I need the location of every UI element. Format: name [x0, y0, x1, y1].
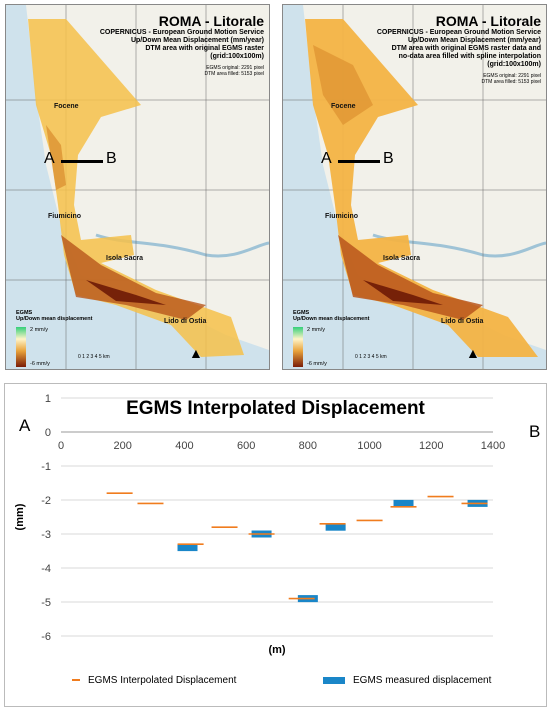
- map-graphic: [283, 5, 546, 369]
- y-tick-label: -4: [41, 563, 51, 575]
- y-tick-label: -5: [41, 597, 51, 609]
- x-tick-label: 1200: [419, 440, 443, 452]
- y-tick-label: -1: [41, 461, 51, 473]
- legend-interpolated-swatch: [72, 679, 80, 682]
- map-subtitle-4: no-data area filled with spline interpol…: [398, 53, 541, 60]
- north-arrow-icon: ▲: [189, 345, 203, 361]
- x-axis-label: (m): [268, 644, 285, 656]
- map-title: ROMA - Litorale: [435, 13, 541, 29]
- y-tick-label: -3: [41, 529, 51, 541]
- place-lido-di-ostia: Lido di Ostia: [164, 318, 207, 325]
- place-lido-di-ostia: Lido di Ostia: [441, 318, 484, 325]
- map-subtitle-5: (grid:100x100m): [487, 61, 541, 68]
- map-stat-original: EGMS original: 2291 pixel: [483, 73, 541, 79]
- map-subtitle-2: Up/Down Mean Displacement (mm/year): [130, 37, 264, 44]
- map-legend: EGMS Up/Down mean displacement 2 mm/y -6…: [293, 310, 370, 367]
- section-label-b: B: [383, 150, 394, 167]
- map-title: ROMA - Litorale: [158, 13, 264, 29]
- y-tick-label: -2: [41, 495, 51, 507]
- x-tick-label: 0: [58, 440, 64, 452]
- place-isola-sacra: Isola Sacra: [106, 255, 143, 262]
- legend-low: -6 mm/y: [30, 361, 50, 367]
- chart-end-b: B: [529, 422, 541, 441]
- legend-title: EGMS: [16, 310, 33, 316]
- x-tick-label: 400: [175, 440, 193, 452]
- section-label-b: B: [106, 150, 117, 167]
- y-axis-label: (mm): [14, 503, 26, 530]
- legend-low: -6 mm/y: [307, 361, 327, 367]
- map-title-block: ROMA - Litorale COPERNICUS - European Gr…: [100, 13, 264, 77]
- map-spline-interpolation: ROMA - Litorale COPERNICUS - European Gr…: [282, 4, 547, 370]
- measured-point: [325, 523, 346, 531]
- x-tick-label: 800: [299, 440, 317, 452]
- legend-color-bar: [293, 327, 303, 367]
- chart-title: EGMS Interpolated Displacement: [126, 398, 425, 419]
- x-tick-label: 1000: [357, 440, 381, 452]
- x-tick-label: 200: [114, 440, 132, 452]
- y-tick-label: 1: [45, 393, 51, 405]
- chart-plot: 1 0 -1 -2 -3 -4 -5 -6 0 200 400 600 800 1000 1200 1400 (…: [14, 393, 505, 656]
- legend-interpolated-label: EGMS Interpolated Displacement: [88, 675, 237, 686]
- y-tick-label: 0: [45, 427, 51, 439]
- section-label-a: A: [44, 150, 55, 167]
- map-subtitle-1: COPERNICUS - European Ground Motion Serv…: [99, 29, 264, 36]
- section-line: [61, 160, 103, 163]
- section-line: [338, 160, 380, 163]
- legend-high: 2 mm/y: [307, 327, 326, 333]
- place-fiumicino: Fiumicino: [325, 213, 359, 220]
- map-graphic: [6, 5, 269, 369]
- map-stat-filled: DTM area filled: 5153 pixel: [204, 71, 264, 77]
- measured-point: [177, 544, 198, 552]
- x-tick-label: 1400: [481, 440, 505, 452]
- map-original-egms: ROMA - Litorale COPERNICUS - European Gr…: [5, 4, 270, 370]
- map-subtitle-1: COPERNICUS - European Ground Motion Serv…: [376, 29, 541, 36]
- legend-title: EGMS: [293, 310, 310, 316]
- place-isola-sacra: Isola Sacra: [383, 255, 420, 262]
- legend-measured: EGMS measured displacement: [323, 675, 491, 686]
- legend-color-bar: [16, 327, 26, 367]
- legend-measured-label: EGMS measured displacement: [353, 675, 492, 686]
- place-focene: Focene: [54, 103, 79, 110]
- displacement-chart: EGMS Interpolated Displacement A B 1 0 -1 -…: [4, 383, 547, 707]
- map-subtitle-3: DTM area with original EGMS raster data …: [391, 45, 541, 52]
- legend-interpolated: EGMS Interpolated Displacement: [72, 675, 236, 686]
- y-tick-label: -6: [41, 631, 51, 643]
- map-subtitle-3: DTM area with original EGMS raster: [145, 45, 264, 52]
- measured-point: [393, 499, 414, 507]
- scale-bar: 0 1 2 3 4 5 km: [78, 354, 110, 360]
- map-title-block: ROMA - Litorale COPERNICUS - European Gr…: [377, 13, 541, 85]
- map-legend: EGMS Up/Down mean displacement 2 mm/y -6…: [16, 310, 93, 367]
- legend-subtitle: Up/Down mean displacement: [16, 316, 93, 322]
- section-label-a: A: [321, 150, 332, 167]
- north-arrow-icon: ▲: [466, 345, 480, 361]
- map-subtitle-2: Up/Down Mean Displacement (mm/year): [407, 37, 541, 44]
- place-focene: Focene: [331, 103, 356, 110]
- map-stat-filled: DTM area filled: 5153 pixel: [481, 79, 541, 85]
- map-stat-original: EGMS original: 2291 pixel: [206, 65, 264, 71]
- scale-bar: 0 1 2 3 4 5 km: [355, 354, 387, 360]
- legend-subtitle: Up/Down mean displacement: [293, 316, 370, 322]
- chart-end-a: A: [19, 416, 31, 435]
- legend-measured-swatch: [323, 676, 345, 684]
- legend-high: 2 mm/y: [30, 327, 49, 333]
- map-subtitle-4: (grid:100x100m): [210, 53, 264, 60]
- x-tick-label: 600: [237, 440, 255, 452]
- place-fiumicino: Fiumicino: [48, 213, 82, 220]
